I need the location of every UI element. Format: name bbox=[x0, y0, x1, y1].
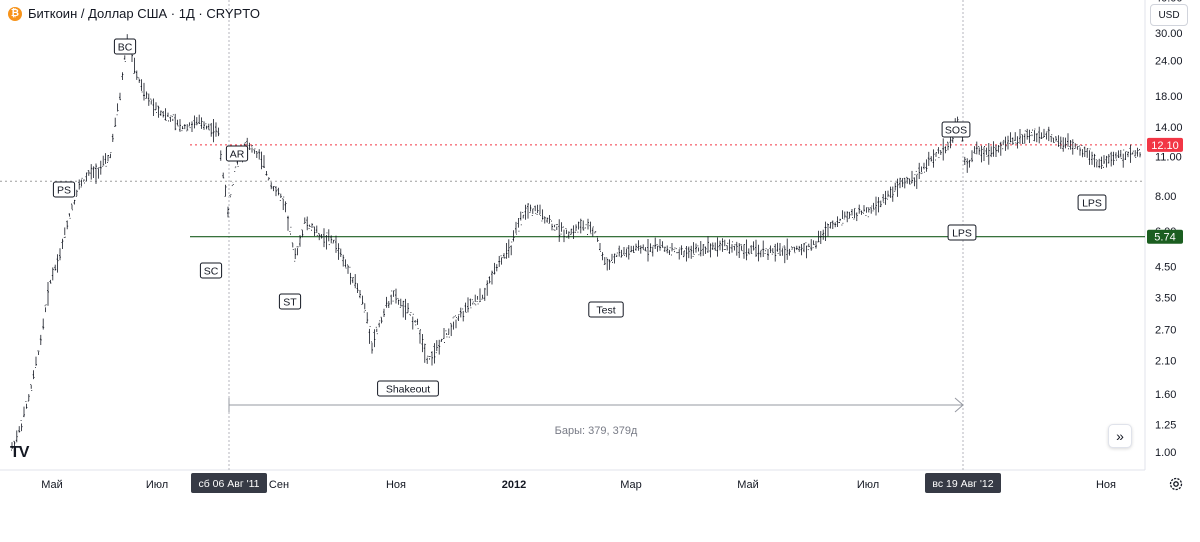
time-tick-label: Сен bbox=[269, 479, 289, 491]
annotation-box bbox=[225, 145, 249, 162]
annotation-text: PS bbox=[57, 185, 71, 197]
price-tick-label: 14.00 bbox=[1155, 122, 1183, 134]
annotation-text: LPS bbox=[1082, 198, 1102, 210]
annotation-text: SOS bbox=[945, 125, 967, 137]
price-tick-label: 8.00 bbox=[1155, 191, 1176, 203]
annotation-text: AR bbox=[230, 149, 245, 161]
annotation-label: PS bbox=[52, 181, 76, 198]
symbol-header[interactable]: ₿ Биткоин / Доллар США · 1Д · CRYPTO bbox=[8, 6, 260, 21]
price-tick-label: 1.00 bbox=[1155, 447, 1176, 459]
price-tick-label: 4.50 bbox=[1155, 262, 1176, 274]
time-tick-label: 2012 bbox=[502, 479, 526, 491]
annotation-box bbox=[1077, 194, 1107, 211]
price-label-tag bbox=[1147, 229, 1183, 244]
annotation-text: BC bbox=[118, 42, 133, 54]
price-label-text: 12.10 bbox=[1151, 140, 1179, 152]
gear-icon bbox=[1169, 477, 1183, 491]
annotation-label: SC bbox=[199, 262, 223, 279]
annotation-box bbox=[377, 380, 439, 397]
annotation-box bbox=[52, 181, 76, 198]
price-tick-label: 40.00 bbox=[1155, 0, 1183, 4]
time-marker-tag bbox=[925, 473, 1001, 493]
settings-button[interactable] bbox=[1166, 474, 1186, 494]
price-tick-label: 1.60 bbox=[1155, 389, 1176, 401]
annotation-box bbox=[113, 38, 137, 55]
annotation-text: SC bbox=[204, 266, 219, 278]
annotation-label: LPS bbox=[1077, 194, 1107, 211]
annotation-text: Test bbox=[596, 305, 615, 317]
annotation-text: LPS bbox=[952, 228, 972, 240]
measure-label: Бары: 379, 379д bbox=[555, 425, 638, 437]
scroll-to-realtime-button[interactable]: » bbox=[1108, 424, 1132, 448]
candles-group bbox=[11, 34, 1141, 452]
time-tick-label: Май bbox=[41, 479, 63, 491]
measure-arrow-head bbox=[954, 397, 964, 413]
price-tick-label: 24.00 bbox=[1155, 55, 1183, 67]
annotation-box bbox=[941, 121, 971, 138]
price-label-tag bbox=[1147, 137, 1183, 152]
bitcoin-coin-icon: ₿ bbox=[8, 6, 22, 21]
time-marker-tag bbox=[191, 473, 267, 493]
double-chevron-right-icon: » bbox=[1116, 428, 1124, 444]
price-tick-label: 2.70 bbox=[1155, 325, 1176, 337]
time-marker-text: сб 06 Авг '11 bbox=[198, 478, 259, 490]
price-tick-label: 30.00 bbox=[1155, 28, 1183, 40]
tradingview-logo: TV bbox=[10, 444, 29, 461]
annotation-label: SOS bbox=[941, 121, 971, 138]
annotation-text: ST bbox=[283, 297, 297, 309]
annotation-text: Shakeout bbox=[386, 384, 430, 396]
symbol-title: Биткоин / Доллар США · 1Д · CRYPTO bbox=[28, 6, 261, 21]
time-tick-label: Июл bbox=[146, 479, 168, 491]
time-tick-label: Мар bbox=[620, 479, 642, 491]
time-tick-label: Ноя bbox=[386, 479, 406, 491]
time-tick-label: Май bbox=[737, 479, 759, 491]
currency-button[interactable]: USD bbox=[1150, 4, 1188, 26]
price-tick-label: 18.00 bbox=[1155, 91, 1183, 103]
annotation-box bbox=[947, 224, 977, 241]
time-tick-label: Ноя bbox=[1096, 479, 1116, 491]
annotation-label: LPS bbox=[947, 224, 977, 241]
annotation-box bbox=[199, 262, 223, 279]
annotation-box bbox=[588, 301, 624, 318]
price-tick-label: 1.25 bbox=[1155, 420, 1176, 432]
time-marker-text: вс 19 Авг '12 bbox=[932, 478, 993, 490]
annotation-label: ST bbox=[278, 293, 302, 310]
price-tick-label: 2.10 bbox=[1155, 356, 1176, 368]
price-tick-label: 11.00 bbox=[1155, 152, 1182, 164]
time-tick-label: Июл bbox=[857, 479, 879, 491]
annotation-label: BC bbox=[113, 38, 137, 55]
annotation-label: Shakeout bbox=[377, 380, 439, 397]
annotation-label: AR bbox=[225, 145, 249, 162]
annotation-box bbox=[278, 293, 302, 310]
annotation-label: Test bbox=[588, 301, 624, 318]
price-tick-label: 3.50 bbox=[1155, 293, 1176, 305]
price-label-text: 5.74 bbox=[1154, 232, 1175, 244]
